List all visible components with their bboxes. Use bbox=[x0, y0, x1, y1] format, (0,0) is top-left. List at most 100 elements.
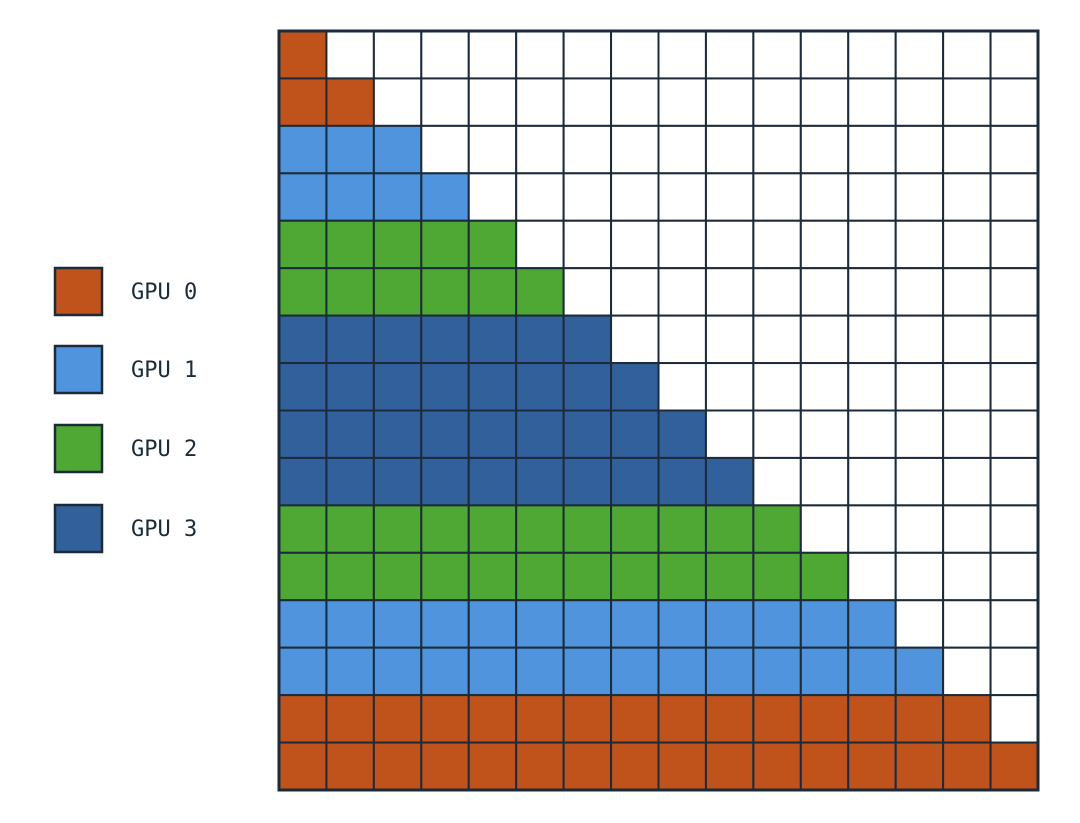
cell-empty bbox=[894, 30, 945, 80]
cell-filled bbox=[657, 456, 707, 507]
cell-empty bbox=[704, 172, 755, 222]
cell-filled bbox=[562, 362, 613, 412]
cell-filled bbox=[847, 599, 897, 649]
cell-filled bbox=[325, 267, 375, 317]
cell-filled bbox=[704, 741, 755, 791]
cell-filled bbox=[562, 741, 613, 791]
cell-empty bbox=[420, 30, 470, 80]
cell-empty bbox=[847, 456, 897, 507]
cell-filled bbox=[894, 646, 945, 697]
cell-filled bbox=[752, 599, 802, 649]
cell-empty bbox=[799, 409, 850, 459]
cell-empty bbox=[704, 314, 755, 365]
cell-filled bbox=[467, 267, 518, 317]
cell-empty bbox=[894, 267, 945, 317]
cell-filled bbox=[942, 694, 992, 744]
cell-empty bbox=[989, 172, 1039, 222]
cell-empty bbox=[325, 30, 375, 80]
cell-empty bbox=[942, 219, 992, 270]
cell-filled bbox=[278, 599, 328, 649]
cell-empty bbox=[942, 124, 992, 175]
cell-empty bbox=[847, 267, 897, 317]
cell-empty bbox=[562, 267, 613, 317]
cell-filled bbox=[515, 646, 565, 697]
cell-empty bbox=[989, 694, 1039, 744]
cell-empty bbox=[657, 124, 707, 175]
cell-filled bbox=[515, 694, 565, 744]
cell-filled bbox=[515, 456, 565, 507]
cell-filled bbox=[515, 599, 565, 649]
cell-filled bbox=[799, 599, 850, 649]
cell-filled bbox=[467, 362, 518, 412]
cell-filled bbox=[847, 646, 897, 697]
cell-empty bbox=[752, 409, 802, 459]
cell-filled bbox=[467, 409, 518, 459]
cell-empty bbox=[657, 30, 707, 80]
cell-filled bbox=[467, 646, 518, 697]
cell-filled bbox=[515, 314, 565, 365]
cell-empty bbox=[894, 172, 945, 222]
cell-empty bbox=[372, 77, 423, 127]
cell-filled bbox=[704, 599, 755, 649]
cell-empty bbox=[752, 77, 802, 127]
cell-empty bbox=[704, 124, 755, 175]
cell-filled bbox=[372, 219, 423, 270]
cell-filled bbox=[372, 599, 423, 649]
cell-empty bbox=[847, 362, 897, 412]
cell-filled bbox=[799, 646, 850, 697]
cell-filled bbox=[420, 314, 470, 365]
cell-filled bbox=[372, 172, 423, 222]
cell-filled bbox=[467, 741, 518, 791]
cell-filled bbox=[799, 551, 850, 602]
cell-filled bbox=[562, 599, 613, 649]
cell-filled bbox=[278, 504, 328, 554]
cell-filled bbox=[325, 77, 375, 127]
cell-filled bbox=[325, 362, 375, 412]
cell-empty bbox=[704, 409, 755, 459]
cell-empty bbox=[704, 362, 755, 412]
cell-empty bbox=[752, 124, 802, 175]
cell-empty bbox=[942, 409, 992, 459]
cell-filled bbox=[372, 124, 423, 175]
cell-empty bbox=[799, 124, 850, 175]
cell-empty bbox=[657, 219, 707, 270]
cell-empty bbox=[942, 362, 992, 412]
cell-filled bbox=[372, 267, 423, 317]
cell-empty bbox=[704, 77, 755, 127]
cell-empty bbox=[847, 314, 897, 365]
cell-empty bbox=[657, 172, 707, 222]
cell-filled bbox=[799, 741, 850, 791]
cell-empty bbox=[942, 314, 992, 365]
cell-filled bbox=[372, 646, 423, 697]
cell-filled bbox=[894, 741, 945, 791]
cell-empty bbox=[894, 124, 945, 175]
cell-filled bbox=[278, 646, 328, 697]
cell-empty bbox=[989, 456, 1039, 507]
cell-filled bbox=[372, 314, 423, 365]
cell-empty bbox=[372, 30, 423, 80]
cell-filled bbox=[515, 267, 565, 317]
cell-filled bbox=[325, 219, 375, 270]
cell-empty bbox=[515, 77, 565, 127]
cell-filled bbox=[610, 741, 660, 791]
cell-empty bbox=[515, 219, 565, 270]
legend-label: GPU 3 bbox=[131, 517, 197, 542]
cell-empty bbox=[799, 30, 850, 80]
cell-filled bbox=[278, 77, 328, 127]
cell-filled bbox=[467, 599, 518, 649]
cell-filled bbox=[278, 694, 328, 744]
cell-filled bbox=[372, 362, 423, 412]
cell-empty bbox=[894, 409, 945, 459]
cell-empty bbox=[989, 409, 1039, 459]
cell-empty bbox=[657, 362, 707, 412]
cell-empty bbox=[847, 77, 897, 127]
cell-filled bbox=[372, 551, 423, 602]
cell-filled bbox=[325, 551, 375, 602]
cell-empty bbox=[989, 219, 1039, 270]
cell-filled bbox=[657, 694, 707, 744]
cell-filled bbox=[372, 741, 423, 791]
cell-filled bbox=[325, 504, 375, 554]
cell-filled bbox=[657, 646, 707, 697]
cell-filled bbox=[278, 124, 328, 175]
cell-empty bbox=[894, 314, 945, 365]
